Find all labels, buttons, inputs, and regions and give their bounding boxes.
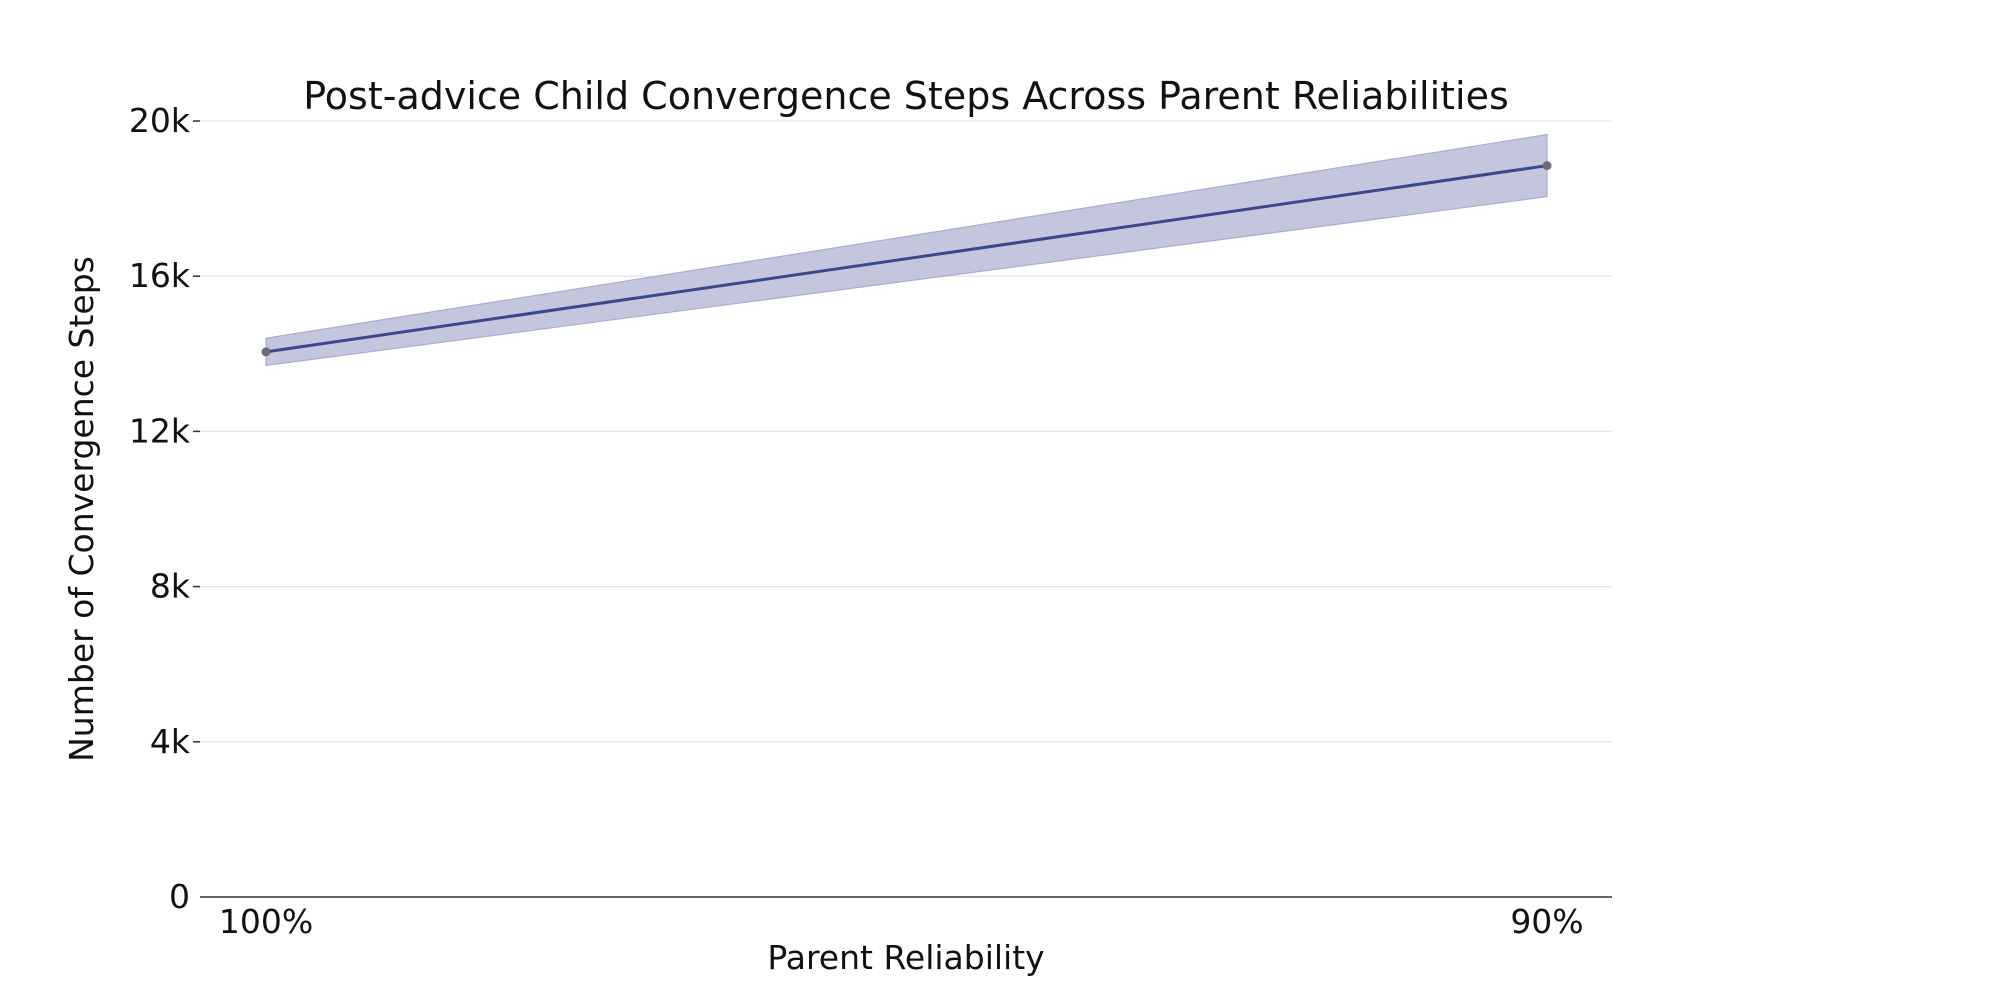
y-axis-label: Number of Convergence Steps — [62, 256, 101, 762]
y-axis-ticks: 0 4k 8k 12k 16k 20k — [129, 101, 200, 916]
x-axis-label: Parent Reliability — [767, 938, 1044, 977]
y-tick-label: 4k — [150, 722, 191, 761]
x-tick-label: 100% — [219, 902, 313, 941]
series-line — [265, 164, 1548, 354]
confidence-bands — [265, 133, 1548, 367]
y-tick-label: 0 — [169, 877, 190, 916]
y-tick-label: 12k — [129, 411, 191, 450]
series-lines — [265, 164, 1548, 354]
y-tick-label: 16k — [129, 256, 191, 295]
chart-title: Post-advice Child Convergence Steps Acro… — [303, 74, 1509, 118]
confidence-band — [265, 133, 1548, 367]
grid-lines — [200, 120, 1612, 743]
data-point — [1542, 161, 1552, 171]
data-point — [261, 347, 271, 357]
data-points — [261, 161, 1552, 357]
y-tick-label: 20k — [129, 101, 191, 140]
y-tick-label: 8k — [150, 567, 191, 606]
x-tick-label: 90% — [1510, 902, 1583, 941]
x-axis-ticks: 100% 90% — [219, 902, 1584, 941]
